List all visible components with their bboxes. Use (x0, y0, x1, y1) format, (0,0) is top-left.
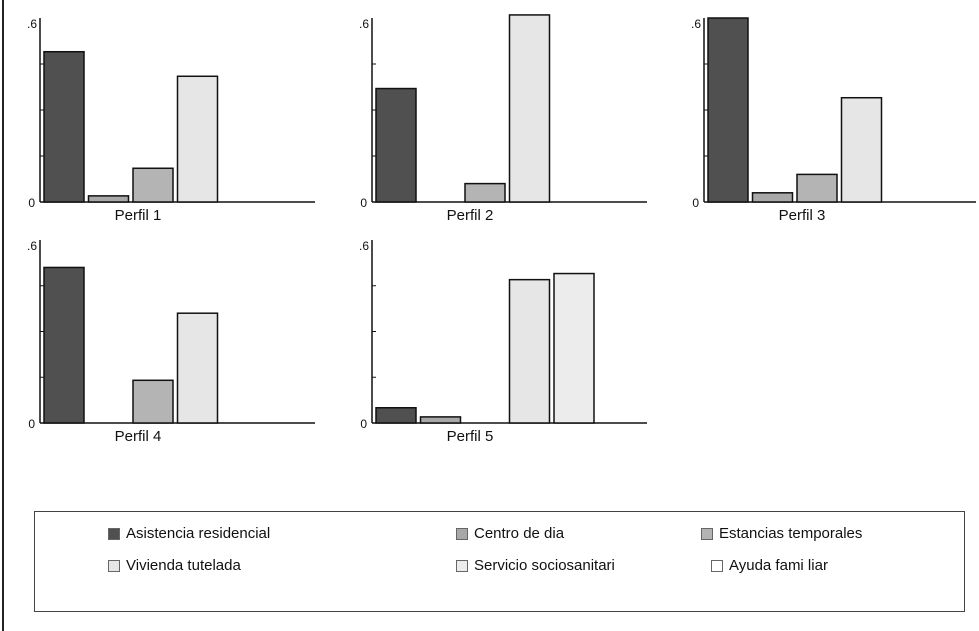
y-tick-label-max: .6 (691, 17, 701, 31)
bar-1-3 (132, 167, 174, 203)
bar-2-1 (375, 87, 417, 203)
legend-label: Centro de dia (474, 525, 565, 542)
y-tick-label-max: .6 (359, 239, 369, 253)
y-tick-label-min: 0 (360, 417, 367, 431)
panel-title-4: Perfil 4 (115, 428, 162, 445)
bar-2-3 (464, 182, 506, 203)
legend-swatch (456, 559, 468, 572)
bar-1-4 (176, 75, 219, 203)
legend-label: Ayuda fami liar (729, 557, 828, 574)
panel-title-1: Perfil 1 (115, 207, 162, 224)
legend-swatch (711, 559, 723, 572)
legend-item-ayuda: Ayuda fami liar (711, 557, 828, 574)
legend-label: Asistencia residencial (126, 525, 271, 542)
bar-4-3 (132, 379, 174, 424)
y-tick-label-max: .6 (359, 17, 369, 31)
bar-4-1 (43, 266, 85, 424)
legend-item-vivienda: Vivienda tutelada (108, 557, 241, 574)
bar-2-4 (508, 14, 551, 203)
legend-label: Estancias temporales (719, 525, 863, 542)
legend-label: Vivienda tutelada (126, 557, 241, 574)
bar-3-2 (751, 192, 794, 203)
bar-3-3 (796, 173, 838, 203)
bar-5-2 (419, 416, 462, 424)
legend-item-asistencia: Asistencia residencial (108, 525, 270, 542)
y-tick-label-min: 0 (360, 196, 367, 210)
bar-5-1 (375, 407, 417, 424)
bar-5-5 (553, 272, 595, 424)
bar-3-1 (707, 17, 749, 203)
y-tick-label-min: 0 (692, 196, 699, 210)
legend-swatch (456, 527, 468, 540)
panel-title-5: Perfil 5 (447, 428, 494, 445)
y-tick-label-max: .6 (27, 239, 37, 253)
y-tick-label-max: .6 (27, 17, 37, 31)
left-border (2, 0, 4, 631)
legend-item-centro: Centro de dia (456, 525, 564, 542)
bar-1-2 (87, 195, 130, 203)
bar-5-4 (508, 278, 551, 424)
panel-title-3: Perfil 3 (779, 207, 826, 224)
bar-3-4 (840, 96, 883, 203)
bar-4-4 (176, 312, 219, 424)
bar-1-1 (43, 50, 85, 203)
legend: Asistencia residencial Centro de dia Est… (34, 511, 965, 612)
legend-label: Servicio sociosanitari (474, 557, 615, 574)
legend-swatch (108, 559, 120, 572)
legend-swatch (701, 527, 713, 540)
y-tick-label-min: 0 (28, 417, 35, 431)
legend-item-estancias: Estancias temporales (701, 525, 862, 542)
legend-swatch (108, 527, 120, 540)
legend-item-servicio: Servicio sociosanitari (456, 557, 615, 574)
y-tick-label-min: 0 (28, 196, 35, 210)
panel-title-2: Perfil 2 (447, 207, 494, 224)
